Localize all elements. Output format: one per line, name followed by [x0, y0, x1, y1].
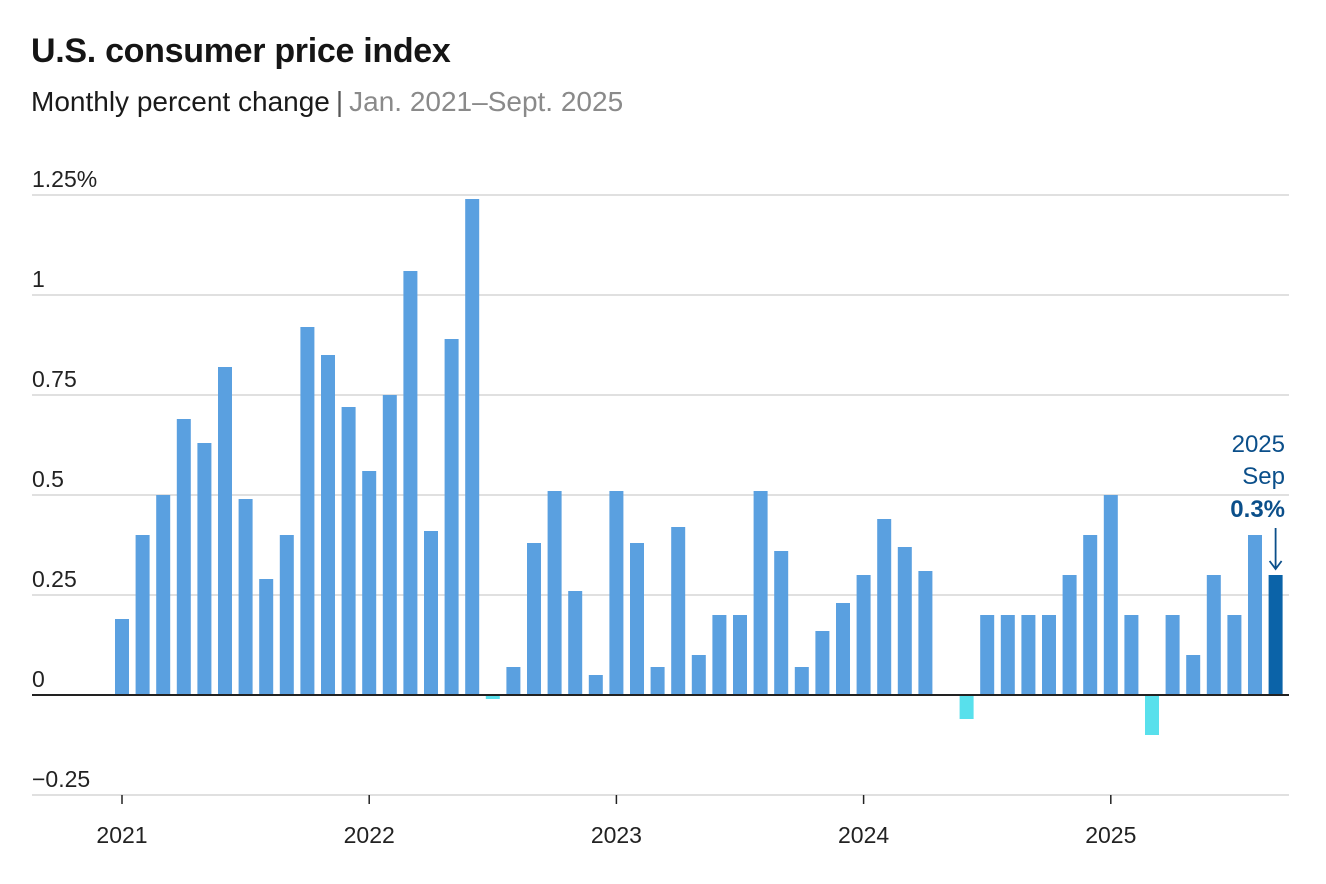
bar: [341, 407, 356, 695]
bar: [588, 675, 603, 695]
bar: [1227, 615, 1242, 695]
bar: [1248, 535, 1262, 695]
axes: [32, 694, 1289, 804]
bar: [527, 543, 541, 695]
bar: [547, 491, 562, 695]
bar: [691, 655, 706, 695]
bar: [1042, 615, 1056, 695]
bar: [1145, 695, 1159, 735]
bar: [794, 667, 809, 695]
bar: [774, 551, 789, 695]
subtitle-separator: |: [335, 86, 344, 117]
x-tick-label: 2024: [838, 822, 889, 848]
bar: [135, 535, 150, 695]
bar: [197, 443, 212, 695]
bar: [176, 419, 191, 695]
bar: [671, 527, 686, 695]
subtitle-measure: Monthly percent change: [31, 86, 330, 117]
bar: [650, 667, 665, 695]
x-tick-label: 2025: [1085, 822, 1136, 848]
bar: [424, 531, 438, 695]
bar: [1124, 615, 1139, 695]
bar: [156, 495, 171, 695]
bar: [115, 619, 129, 695]
y-axis-labels: −0.25 0 0.25 0.5 0.75 1 1.25%: [32, 166, 97, 792]
bar: [753, 491, 768, 695]
bar: [630, 543, 644, 695]
bar: [218, 367, 232, 695]
bars: [115, 199, 1283, 735]
bar: [1103, 495, 1118, 695]
x-axis-labels: 2021 2022 2023 2024 2025: [96, 822, 1136, 848]
bar: [321, 355, 335, 695]
bar: [362, 471, 377, 695]
bar: [897, 547, 912, 695]
annotation-arrow-head: [1268, 560, 1283, 571]
bar: [1083, 535, 1098, 695]
bar: [444, 339, 459, 695]
bar: [506, 667, 521, 695]
bar: [815, 631, 830, 695]
bar: [733, 615, 747, 695]
bar: [1206, 575, 1221, 695]
bar: [1165, 615, 1180, 695]
bar: [959, 695, 974, 719]
latest-value-annotation: 2025 Sep 0.3%: [1230, 431, 1285, 571]
y-tick-label: 0: [32, 666, 45, 692]
bar: [568, 591, 583, 695]
bar: [279, 535, 294, 695]
subtitle-date-range: Jan. 2021–Sept. 2025: [349, 86, 624, 117]
y-tick-label: 0.25: [32, 566, 77, 592]
x-tick-label: 2021: [96, 822, 147, 848]
bar: [1186, 655, 1201, 695]
y-tick-label: 1.25%: [32, 166, 97, 192]
bar: [856, 575, 871, 695]
annotation-year: 2025: [1232, 431, 1285, 458]
x-tick-label: 2022: [344, 822, 395, 848]
bar: [259, 579, 274, 695]
y-tick-label: 0.75: [32, 366, 77, 392]
chart-subtitle: Monthly percent change | Jan. 2021–Sept. 2…: [31, 86, 623, 118]
y-tick-label: −0.25: [32, 766, 90, 792]
bar-highlight: [1268, 575, 1283, 695]
y-tick-label: 1: [32, 266, 45, 292]
bar: [1021, 615, 1036, 695]
bar: [609, 491, 624, 695]
bar: [1000, 615, 1015, 695]
bar: [238, 499, 253, 695]
bar: [382, 395, 397, 695]
bar: [300, 327, 315, 695]
chart-title: U.S. consumer price index: [31, 32, 451, 70]
bar: [1062, 575, 1077, 695]
bar: [877, 519, 892, 695]
annotation-value: 0.3%: [1230, 496, 1285, 523]
gridlines: [32, 194, 1289, 796]
y-tick-label: 0.5: [32, 466, 64, 492]
bar: [836, 603, 850, 695]
bar: [918, 571, 933, 695]
bar: [485, 695, 500, 699]
bar: [980, 615, 995, 695]
bar: [465, 199, 480, 695]
x-tick-label: 2023: [591, 822, 642, 848]
bar: [712, 615, 727, 695]
annotation-month: Sep: [1242, 463, 1285, 490]
bar: [403, 271, 418, 695]
